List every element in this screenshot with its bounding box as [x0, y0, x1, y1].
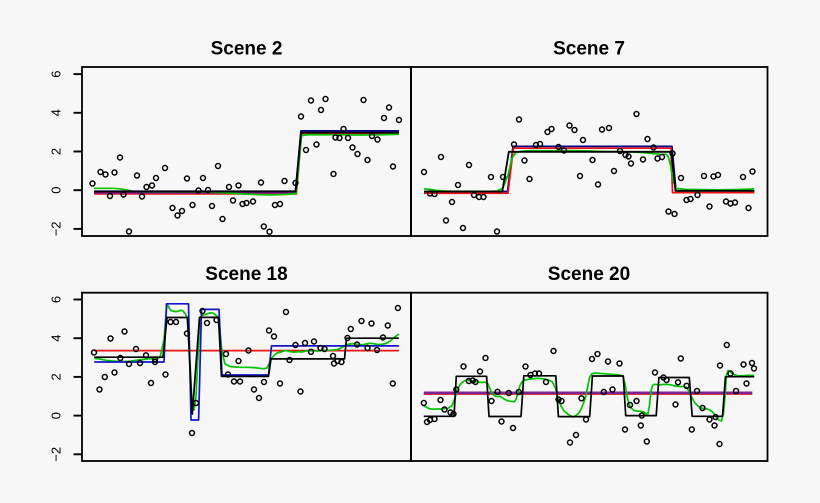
svg-text:0: 0 [49, 412, 64, 419]
svg-text:−2: −2 [49, 447, 64, 462]
svg-text:4: 4 [49, 109, 64, 116]
svg-text:6: 6 [49, 70, 64, 77]
svg-text:−2: −2 [49, 221, 64, 236]
svg-text:0: 0 [49, 187, 64, 194]
svg-text:2: 2 [49, 148, 64, 155]
svg-text:Scene 7: Scene 7 [553, 39, 625, 60]
svg-text:6: 6 [49, 296, 64, 303]
svg-text:Scene 2: Scene 2 [211, 39, 283, 60]
svg-text:Scene 18: Scene 18 [205, 264, 287, 285]
svg-text:2: 2 [49, 373, 64, 380]
svg-text:4: 4 [49, 335, 64, 342]
svg-text:Scene 20: Scene 20 [548, 264, 630, 285]
